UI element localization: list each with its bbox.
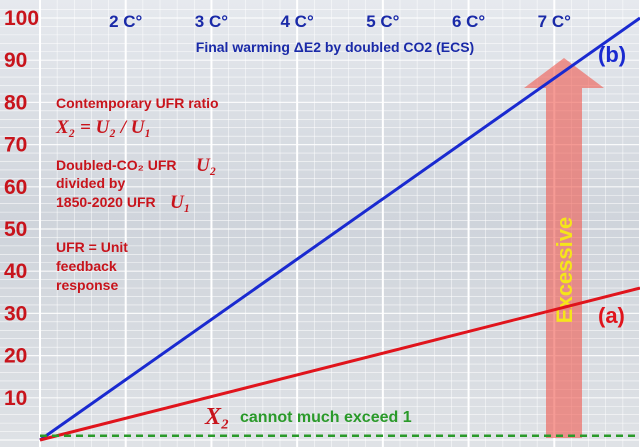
doubled-symbol2: U₁	[170, 192, 190, 213]
x-tick-label: 3 C°	[195, 12, 228, 31]
x-tick-label: 6 C°	[452, 12, 485, 31]
ratio-equation: X₂ = U₂ / U₁	[55, 117, 151, 138]
y-tick-label: 10	[4, 387, 27, 410]
ufr-line2: feedback	[56, 258, 117, 274]
x-tick-label: 5 C°	[366, 12, 399, 31]
ratio-title: Contemporary UFR ratio	[56, 95, 219, 111]
ufr-line3: response	[56, 277, 118, 293]
bottom-text: cannot much exceed 1	[240, 409, 412, 426]
doubled-line1: Doubled-CO₂ UFR	[56, 157, 177, 173]
y-tick-label: 100	[4, 7, 39, 30]
y-tick-labels: 10 20 30 40 50 60 70 80 90 100	[4, 7, 39, 410]
excessive-arrow	[524, 58, 604, 438]
ufr-line1: UFR = Unit	[56, 239, 128, 255]
series-line-b	[39, 16, 640, 442]
series-line-a	[39, 286, 640, 442]
x-tick-labels: 2 C° 3 C° 4 C° 5 C° 6 C° 7 C°	[109, 12, 571, 31]
y-tick-label: 60	[4, 176, 27, 199]
x-tick-label: 2 C°	[109, 12, 142, 31]
y-tick-label: 70	[4, 134, 27, 157]
x-tick-label: 7 C°	[538, 12, 571, 31]
doubled-line3: 1850-2020 UFR	[56, 194, 156, 210]
series-label-b: (b)	[598, 42, 626, 67]
y-tick-label: 20	[4, 345, 27, 368]
bottom-symbol: X₂	[204, 404, 229, 430]
y-tick-label: 30	[4, 302, 27, 325]
y-tick-label: 90	[4, 49, 27, 72]
series-layer	[39, 16, 640, 442]
y-tick-label: 50	[4, 218, 27, 241]
doubled-line2: divided by	[56, 175, 125, 191]
x-tick-label: 4 C°	[281, 12, 314, 31]
chart-title: Final warming ΔE2 by doubled CO2 (ECS)	[196, 39, 474, 55]
doubled-symbol: U₂	[196, 155, 216, 176]
y-tick-label: 40	[4, 260, 27, 283]
series-label-a: (a)	[598, 303, 625, 328]
y-tick-label: 80	[4, 91, 27, 114]
